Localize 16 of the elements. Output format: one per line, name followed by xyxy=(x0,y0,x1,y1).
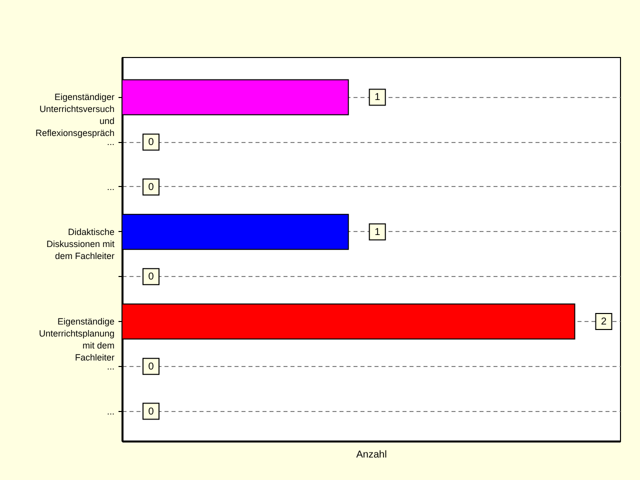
y-tick-label: Didaktische Diskussionen mit dem Fachleiter xyxy=(46,226,115,261)
y-tick-label: ... xyxy=(106,361,114,372)
data-label: 0 xyxy=(148,272,154,283)
data-label: 2 xyxy=(600,316,607,328)
y-tick-label: Eigenständiger Unterrichtsversuch und Reflexionsgespräch xyxy=(35,92,114,138)
x-axis-title: Anzahl xyxy=(356,450,387,460)
data-label: 1 xyxy=(374,226,381,238)
data-label: 0 xyxy=(148,361,154,372)
data-label: 0 xyxy=(148,137,154,148)
data-label: 1 xyxy=(374,92,381,104)
y-tick-label: Eigenständige Unterrichtsplanung mit dem Fachleiter xyxy=(38,316,115,363)
y-tick-label: ... xyxy=(106,182,114,192)
data-label: 0 xyxy=(148,182,154,193)
y-tick-label: ... xyxy=(106,406,114,416)
data-label: 0 xyxy=(148,406,154,418)
y-tick-label: ... xyxy=(106,137,114,148)
